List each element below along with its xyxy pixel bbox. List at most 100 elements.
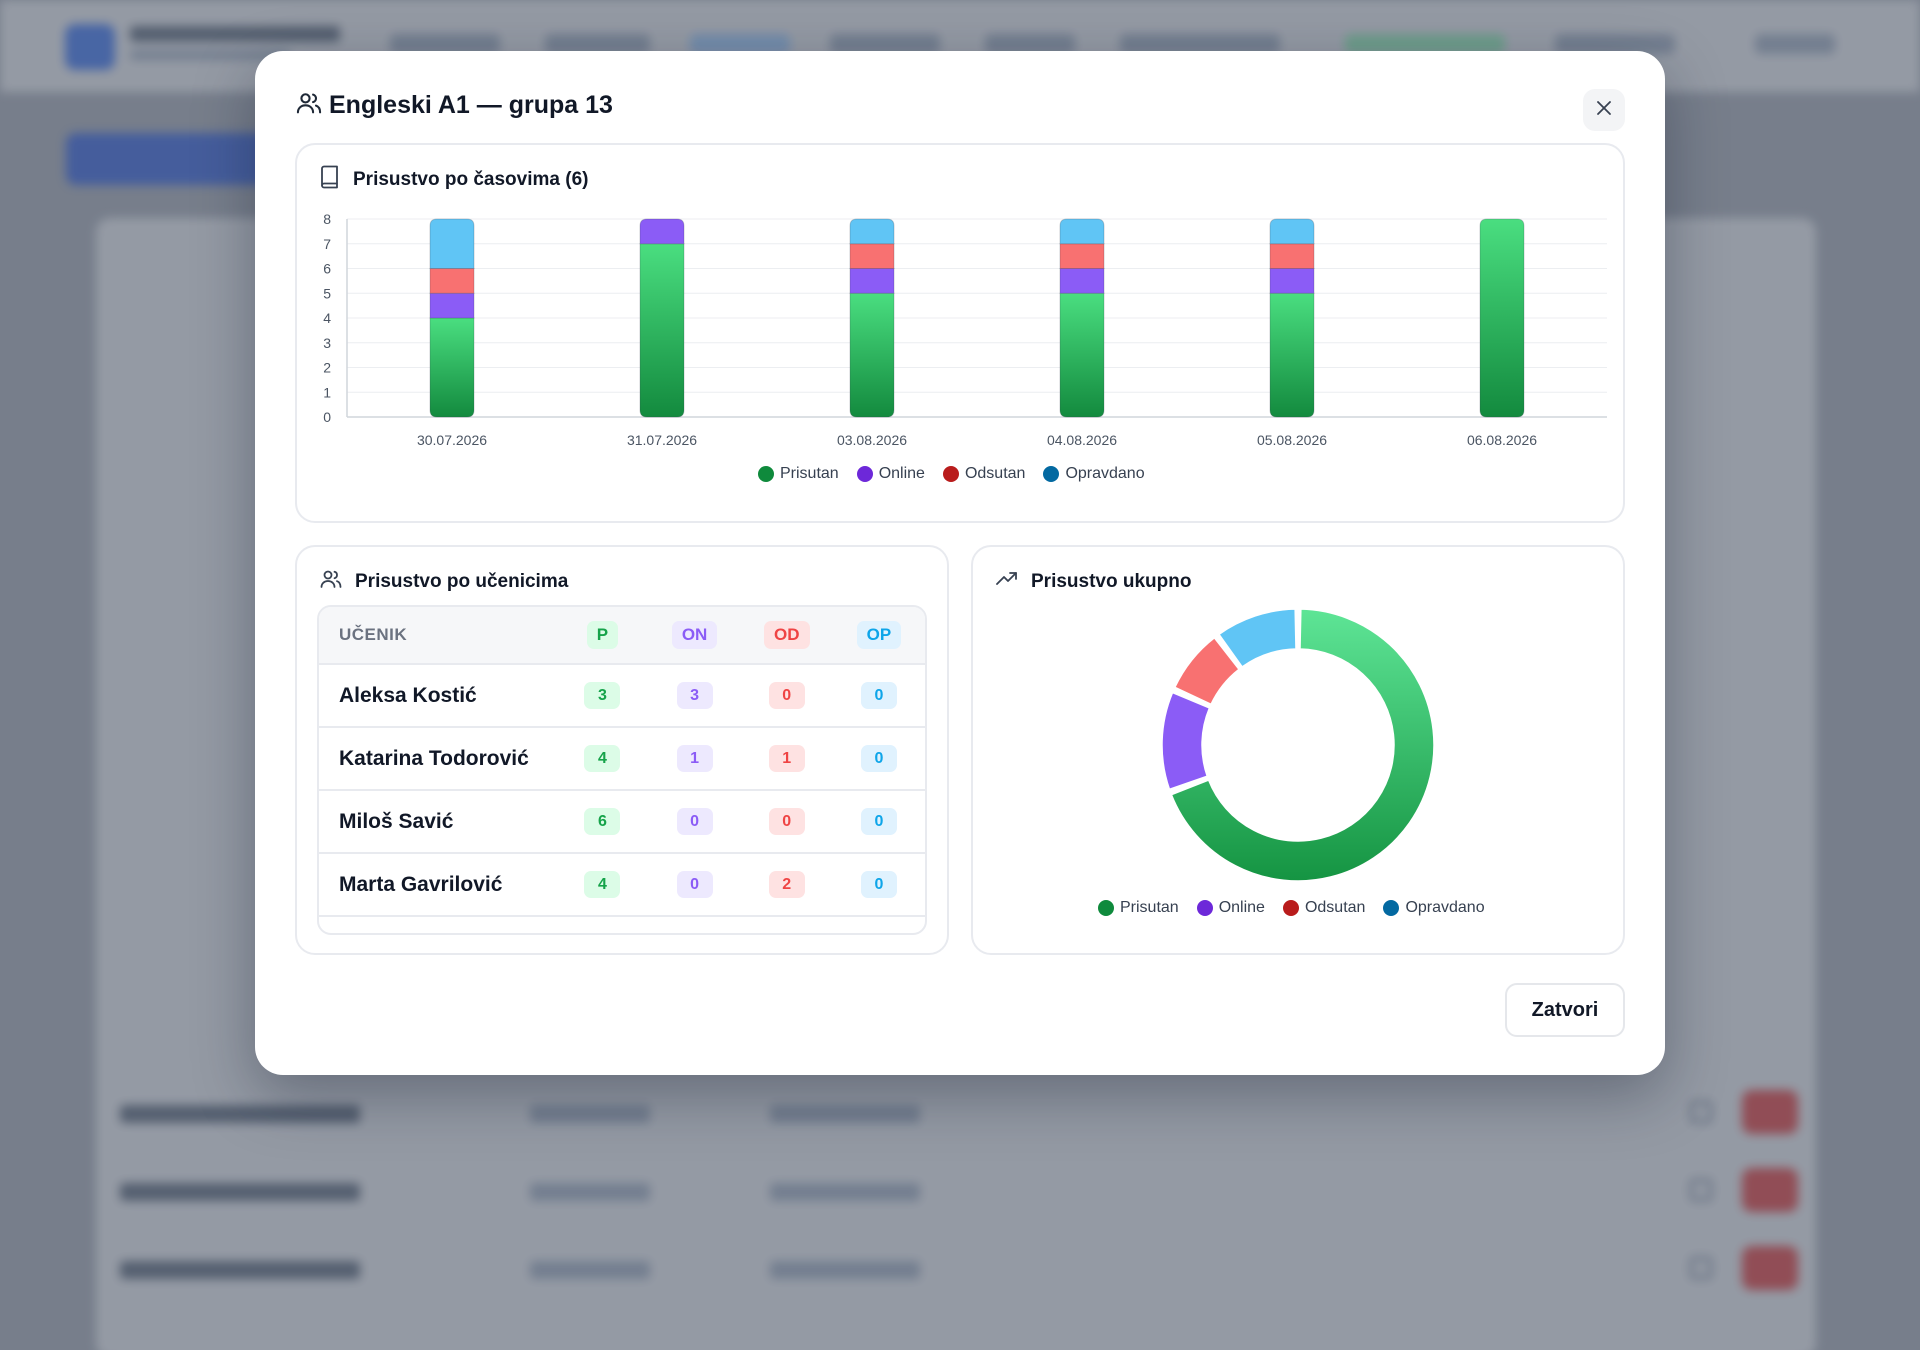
background-row: [770, 1105, 920, 1123]
legend-item: Prisutan: [758, 465, 839, 483]
table-header: UČENIK P ON OD OP: [319, 607, 925, 665]
total-attendance-card: Prisustvo ukupno Prisutan Online Odsutan Op…: [971, 545, 1625, 955]
group-attendance-modal: Engleski A1 — grupa 13 Prisustvo po časo…: [255, 51, 1665, 1075]
table-row: Aleksa Kostić 3 3 0 0: [319, 665, 925, 728]
column-header-student: UČENIK: [339, 625, 408, 644]
count-excused: 0: [860, 808, 897, 835]
modal-header: Engleski A1 — grupa 13: [295, 89, 613, 122]
donut-slice-odsutan: [1174, 636, 1240, 706]
chart-grid: [346, 218, 1607, 418]
trending-up-icon: [995, 567, 1019, 596]
bar-segment-online: [429, 292, 475, 319]
y-tick-label: 7: [323, 236, 331, 252]
student-name: Aleksa Kostić: [339, 683, 477, 707]
background-logo: [65, 24, 115, 70]
legend-item: Prisutan: [1098, 899, 1179, 917]
bar-segment-prisutan: [639, 243, 685, 418]
students-table: UČENIK P ON OD OP Aleksa Kostić 3 3 0 0 …: [317, 605, 927, 935]
legend-dot-icon: [942, 466, 959, 482]
chart-bars: [429, 218, 1525, 418]
background-delete-button: [1742, 1246, 1798, 1290]
column-header-od: OD: [764, 621, 810, 649]
bar-segment-prisutan: [1269, 292, 1315, 418]
count-present: 6: [584, 808, 621, 835]
background-brand-sub: [130, 50, 290, 60]
legend-item: Opravdano: [1043, 465, 1145, 483]
book-icon: [319, 165, 341, 194]
total-card-header: Prisustvo ukupno: [995, 567, 1191, 596]
bar-segment-prisutan: [429, 317, 475, 418]
y-tick-label: 8: [323, 211, 331, 227]
count-excused: 0: [860, 682, 897, 709]
y-tick-label: 0: [323, 409, 331, 425]
legend-item: Opravdano: [1383, 899, 1485, 917]
background-edit-icon: [1690, 1101, 1712, 1123]
table-row: Katarina Todorović 4 1 1 0: [319, 728, 925, 791]
background-delete-button: [1742, 1090, 1798, 1134]
donut-slice-online: [1161, 691, 1211, 791]
legend-label: Odsutan: [1304, 899, 1366, 916]
lessons-bar-chart: 0 1 2 3 4 5 6 7 8 30.07.2026 31.07.2026 03.08.2026 0…: [323, 211, 1607, 448]
users-icon: [319, 567, 343, 596]
legend-item: Online: [1196, 899, 1265, 917]
count-online: 0: [676, 871, 713, 898]
bar-segment-prisutan: [849, 292, 895, 418]
bar-segment-odsutan: [1059, 243, 1105, 269]
x-tick-label: 03.08.2026: [837, 432, 907, 448]
donut-slice-prisutan: [1170, 608, 1435, 882]
lessons-card-title: Prisustvo po časovima (6): [353, 168, 589, 190]
background-row: [770, 1261, 920, 1279]
legend-label: Online: [1218, 899, 1265, 916]
count-excused: 0: [860, 871, 897, 898]
background-row: [530, 1261, 650, 1279]
bar-segment-online: [639, 218, 685, 245]
x-tick-label: 06.08.2026: [1467, 432, 1537, 448]
y-tick-label: 3: [323, 335, 331, 351]
table-row: Miloš Savić 6 0 0 0: [319, 791, 925, 854]
users-icon: [295, 89, 323, 122]
y-tick-label: 5: [323, 285, 331, 301]
lessons-chart-legend: Prisutan Online Odsutan Opravdano: [758, 465, 1145, 483]
legend-dot-icon: [1098, 900, 1114, 916]
background-new-group-button: [66, 133, 276, 185]
legend-label: Prisutan: [1120, 899, 1179, 916]
background-nav-item: [1555, 34, 1675, 54]
y-tick-label: 1: [323, 384, 331, 400]
modal-title: Engleski A1 — grupa 13: [329, 91, 613, 119]
x-tick-label: 04.08.2026: [1047, 432, 1117, 448]
students-card-title: Prisustvo po učenicima: [355, 570, 569, 592]
column-header-op: OP: [856, 621, 902, 649]
column-header-p: P: [586, 621, 619, 649]
total-chart-legend: Prisutan Online Odsutan Opravdano: [1098, 899, 1485, 917]
legend-dot-icon: [1196, 900, 1213, 916]
students-attendance-card: Prisustvo po učenicima UČENIK P ON OD OP…: [295, 545, 949, 955]
x-tick-label: 05.08.2026: [1257, 432, 1327, 448]
bar-segment-odsutan: [429, 268, 475, 294]
student-name: Katarina Todorović: [339, 746, 529, 770]
bar-segment-online: [849, 268, 895, 294]
count-absent: 0: [768, 808, 805, 835]
count-absent: 2: [768, 871, 805, 898]
background-delete-button: [1742, 1168, 1798, 1212]
legend-label: Odsutan: [964, 465, 1026, 482]
count-online: 0: [676, 808, 713, 835]
count-absent: 1: [768, 745, 805, 772]
legend-label: Prisutan: [780, 465, 839, 482]
count-excused: 0: [860, 745, 897, 772]
count-present: 4: [584, 871, 621, 898]
y-tick-label: 6: [323, 261, 331, 277]
close-icon-button[interactable]: [1583, 89, 1625, 131]
background-row: [120, 1105, 360, 1123]
background-row: [120, 1261, 360, 1279]
legend-label: Opravdano: [1405, 899, 1485, 916]
legend-dot-icon: [1383, 900, 1400, 916]
bar-segment-prisutan: [1479, 218, 1525, 418]
background-row: [530, 1183, 650, 1201]
count-online: 3: [676, 682, 713, 709]
background-nav-item: [985, 34, 1075, 54]
close-icon: [1595, 99, 1613, 122]
x-tick-label: 30.07.2026: [417, 432, 487, 448]
legend-dot-icon: [758, 466, 774, 482]
bar-segment-online: [1059, 268, 1105, 294]
close-button[interactable]: Zatvori: [1505, 983, 1625, 1037]
